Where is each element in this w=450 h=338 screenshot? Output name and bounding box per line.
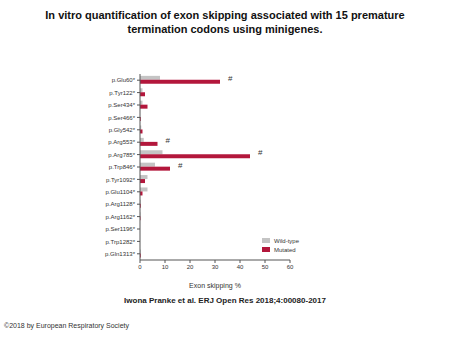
svg-text:Exon skipping %: Exon skipping %: [189, 282, 241, 290]
html-text:©2018 by European Respiratory: ©2018 by European Respiratory Society: [4, 322, 129, 329]
html-text:Mutated: Mutated: [274, 246, 296, 253]
svg-text:p.Arg1128*: p.Arg1128*: [105, 201, 135, 207]
svg-text:#: #: [228, 74, 233, 83]
svg-text:p.Trp846*: p.Trp846*: [109, 164, 136, 170]
svg-text:p.Gln1313*: p.Gln1313*: [105, 251, 136, 257]
svg-text:p.Tyr122*: p.Tyr122*: [109, 90, 135, 96]
svg-text:40: 40: [237, 264, 244, 270]
svg-text:p.Arg1162*: p.Arg1162*: [105, 214, 135, 220]
html-text:In vitro quantification of exo: In vitro quantification of exon skipping…: [45, 9, 405, 35]
svg-text:#: #: [178, 161, 183, 170]
svg-text:p.Ser1196*: p.Ser1196*: [105, 226, 135, 232]
svg-text:p.Arg553*: p.Arg553*: [108, 139, 135, 145]
svg-text:p.Gly542*: p.Gly542*: [109, 127, 136, 133]
svg-text:30: 30: [212, 264, 219, 270]
svg-text:#: #: [166, 136, 171, 145]
svg-text:p.Glu1104*: p.Glu1104*: [105, 189, 135, 195]
svg-text:p.Tyr1092*: p.Tyr1092*: [106, 177, 136, 183]
svg-text:p.Ser466*: p.Ser466*: [108, 115, 135, 121]
svg-text:10: 10: [162, 264, 169, 270]
svg-text:20: 20: [187, 264, 194, 270]
svg-text:60: 60: [287, 264, 294, 270]
svg-text:p.Trp1282*: p.Trp1282*: [106, 239, 136, 245]
svg-text:50: 50: [262, 264, 269, 270]
svg-text:#: #: [258, 148, 263, 157]
svg-text:p.Ser434*: p.Ser434*: [108, 102, 135, 108]
html-text:Iwona Pranke et al. ERJ Open R: Iwona Pranke et al. ERJ Open Res 2018;4:…: [124, 296, 326, 305]
html-text:Wild-type: Wild-type: [274, 237, 299, 244]
svg-text:p.Glu60*: p.Glu60*: [112, 77, 136, 83]
svg-text:0: 0: [138, 264, 142, 270]
svg-text:p.Arg785*: p.Arg785*: [108, 152, 135, 158]
